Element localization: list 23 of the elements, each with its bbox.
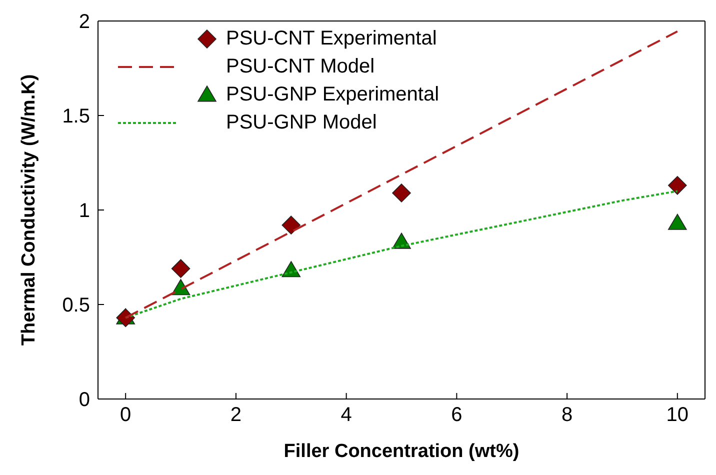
point [668,176,687,195]
y-axis-title: Thermal Conductivity (W/m.K) [18,74,40,346]
x-tick-label: 10 [666,404,689,426]
point [392,184,411,202]
legend-label: PSU-CNT Experimental [226,28,437,50]
legend-label: PSU-CNT Model [226,56,375,78]
legend-label: PSU-GNP Experimental [226,84,440,106]
y-tick-label: 1 [78,200,90,222]
y-tick-label: 2 [78,11,90,34]
x-tick-label: 0 [120,404,132,426]
x-tick-label: 2 [230,404,242,426]
point [171,259,190,278]
y-tick-label: 0.5 [62,294,90,317]
y-tick-label: 1.5 [62,106,90,128]
point [116,308,135,328]
y-tick-label: 0 [78,389,90,412]
legend-label: PSU-GNP Model [226,112,377,134]
x-tick-label: 8 [561,404,573,426]
point [668,214,687,230]
point [282,216,301,235]
x-axis-title: Filler Concentration (wt%) [284,441,520,462]
x-tick-label: 6 [451,404,462,426]
x-tick-label: 4 [340,404,352,426]
